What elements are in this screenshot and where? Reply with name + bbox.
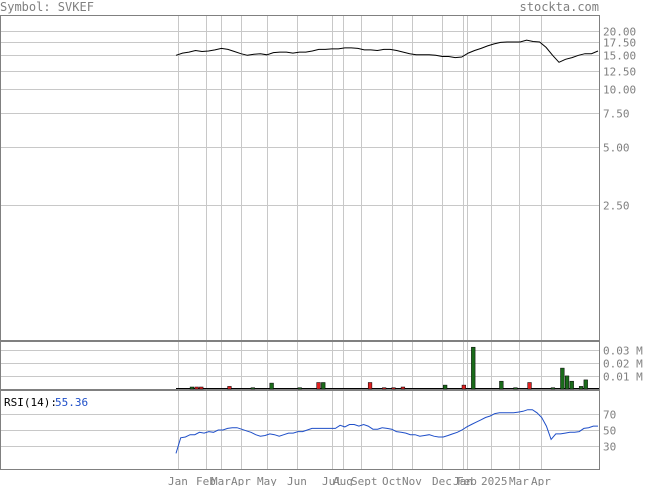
volume-bar xyxy=(382,387,387,390)
volume-bar xyxy=(227,386,232,390)
volume-bar xyxy=(400,386,406,390)
volume-bar xyxy=(583,379,588,390)
volume-bar xyxy=(321,382,326,390)
symbol-label: Symbol: SVKEF xyxy=(0,0,94,14)
x-tick-label: Jul xyxy=(322,475,342,486)
rsi-tick-label: 50 xyxy=(603,425,616,438)
volume-bar xyxy=(194,386,199,390)
price-tick-label: 10.00 xyxy=(603,84,636,97)
volume-bar xyxy=(316,382,321,390)
x-tick-label: Jan xyxy=(168,475,188,486)
volume-bar xyxy=(499,380,504,390)
volume-bar xyxy=(564,375,570,390)
price-line xyxy=(175,39,599,63)
volume-bar xyxy=(471,346,476,390)
rsi-line xyxy=(175,409,598,454)
volume-bar xyxy=(560,367,565,390)
volume-bar xyxy=(513,387,518,390)
volume-tick-label: 0.01 M xyxy=(603,371,643,384)
x-tick-label: May xyxy=(257,475,277,486)
volume-bar xyxy=(443,384,448,390)
volume-tick-label: 0.02 M xyxy=(603,358,643,371)
x-tick-label: Sept xyxy=(351,475,378,486)
price-tick-label: 17.50 xyxy=(603,37,636,50)
rsi-tick-label: 70 xyxy=(603,409,616,422)
x-tick-label: Apr xyxy=(231,475,251,486)
volume-bars xyxy=(189,346,588,390)
volume-axis: 0.03 M0.02 M0.01 M xyxy=(603,345,643,384)
x-tick-label: Dec xyxy=(432,475,452,486)
rsi-axis: 70 50 30 xyxy=(603,409,616,454)
volume-bar xyxy=(569,380,574,390)
x-tick-label: Jun xyxy=(287,475,307,486)
volume-panel xyxy=(0,341,600,390)
volume-bar xyxy=(461,384,466,390)
volume-bar xyxy=(367,382,373,390)
x-tick-label: Apr xyxy=(531,475,551,486)
x-tick-label: Mar xyxy=(509,475,529,486)
x-tick-label: Jan xyxy=(453,475,473,486)
volume-bar xyxy=(189,386,195,390)
volume-bar xyxy=(391,387,396,390)
volume-bar xyxy=(527,382,532,390)
volume-bar xyxy=(578,386,584,390)
x-tick-label: Mar xyxy=(211,475,231,486)
x-tick-label: Feb xyxy=(457,475,477,486)
price-tick-label: 15.00 xyxy=(603,50,636,63)
rsi-value: 55.36 xyxy=(55,396,88,409)
rsi-panel xyxy=(0,390,600,470)
rsi-tick-label: 30 xyxy=(603,441,616,454)
price-tick-label: 7.50 xyxy=(603,108,630,121)
volume-tick-label: 0.03 M xyxy=(603,345,643,358)
volume-bar xyxy=(269,382,274,390)
x-tick-label: 2025 xyxy=(481,475,508,486)
x-tick-label: Aug xyxy=(333,475,353,486)
x-tick-label: Nov xyxy=(402,475,422,486)
grid-lines xyxy=(1,16,599,469)
site-label[interactable]: stockta.com xyxy=(520,0,599,14)
price-tick-label: 12.50 xyxy=(603,66,636,79)
volume-bar xyxy=(550,387,556,390)
x-tick-label: Oct xyxy=(382,475,402,486)
price-panel xyxy=(0,15,600,341)
volume-bar xyxy=(250,387,255,390)
x-tick-label: Feb xyxy=(196,475,216,486)
volume-bar xyxy=(297,387,302,390)
rsi-label: RSI(14): xyxy=(4,396,57,409)
price-tick-label: 5.00 xyxy=(603,142,630,155)
price-tick-label: 2.50 xyxy=(603,200,630,213)
price-tick-label: 20.00 xyxy=(603,26,636,39)
volume-bar xyxy=(199,386,204,390)
